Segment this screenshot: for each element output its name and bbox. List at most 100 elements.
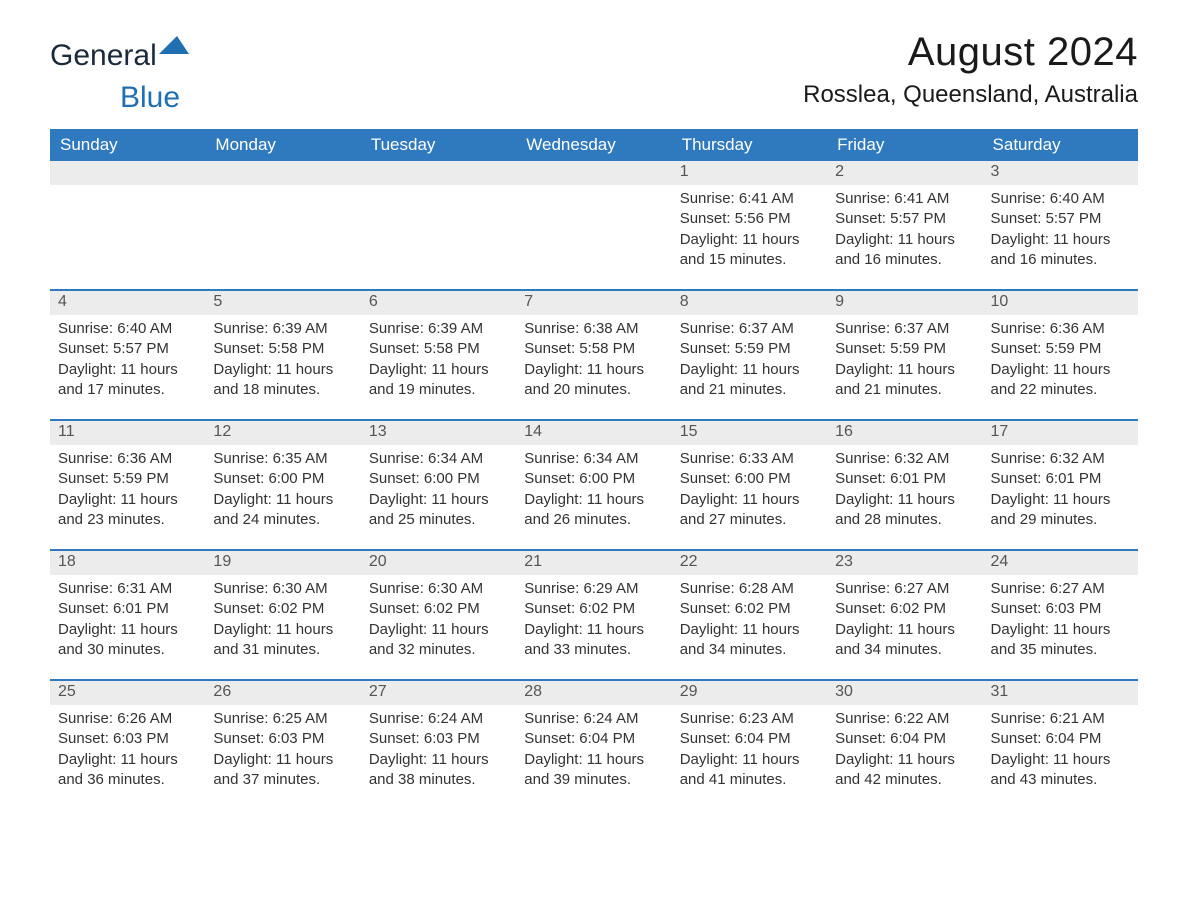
- day-daylight2: and 22 minutes.: [991, 380, 1130, 400]
- day-body: Sunrise: 6:41 AMSunset: 5:56 PMDaylight:…: [672, 185, 827, 278]
- day-daylight1: Daylight: 11 hours: [991, 750, 1130, 770]
- day-body: Sunrise: 6:27 AMSunset: 6:03 PMDaylight:…: [983, 575, 1138, 668]
- day-number: 26: [205, 681, 360, 705]
- day-daylight2: and 31 minutes.: [213, 640, 352, 660]
- day-daylight2: and 17 minutes.: [58, 380, 197, 400]
- day-sunset: Sunset: 6:03 PM: [369, 729, 508, 749]
- weekday-header: Saturday: [983, 129, 1138, 161]
- day-number: 19: [205, 551, 360, 575]
- day-number: 22: [672, 551, 827, 575]
- day-number: 13: [361, 421, 516, 445]
- day-number: 29: [672, 681, 827, 705]
- day-sunset: Sunset: 6:00 PM: [680, 469, 819, 489]
- day-sunrise: Sunrise: 6:41 AM: [680, 189, 819, 209]
- day-daylight1: Daylight: 11 hours: [991, 360, 1130, 380]
- day-cell: 21Sunrise: 6:29 AMSunset: 6:02 PMDayligh…: [516, 551, 671, 679]
- day-daylight1: Daylight: 11 hours: [680, 230, 819, 250]
- day-daylight1: Daylight: 11 hours: [524, 490, 663, 510]
- day-daylight1: Daylight: 11 hours: [835, 620, 974, 640]
- day-cell: 18Sunrise: 6:31 AMSunset: 6:01 PMDayligh…: [50, 551, 205, 679]
- week-row: 25Sunrise: 6:26 AMSunset: 6:03 PMDayligh…: [50, 679, 1138, 809]
- day-daylight1: Daylight: 11 hours: [213, 620, 352, 640]
- day-sunrise: Sunrise: 6:37 AM: [680, 319, 819, 339]
- day-sunrise: Sunrise: 6:23 AM: [680, 709, 819, 729]
- day-daylight1: Daylight: 11 hours: [213, 360, 352, 380]
- day-sunset: Sunset: 6:00 PM: [524, 469, 663, 489]
- day-daylight1: Daylight: 11 hours: [524, 360, 663, 380]
- day-daylight1: Daylight: 11 hours: [835, 490, 974, 510]
- week-row: 18Sunrise: 6:31 AMSunset: 6:01 PMDayligh…: [50, 549, 1138, 679]
- day-body: Sunrise: 6:26 AMSunset: 6:03 PMDaylight:…: [50, 705, 205, 798]
- day-body: Sunrise: 6:31 AMSunset: 6:01 PMDaylight:…: [50, 575, 205, 668]
- day-daylight2: and 18 minutes.: [213, 380, 352, 400]
- day-daylight1: Daylight: 11 hours: [369, 360, 508, 380]
- day-daylight1: Daylight: 11 hours: [991, 490, 1130, 510]
- logo: General: [50, 30, 189, 76]
- day-number: 27: [361, 681, 516, 705]
- day-number: 4: [50, 291, 205, 315]
- day-number: 1: [672, 161, 827, 185]
- day-daylight2: and 25 minutes.: [369, 510, 508, 530]
- day-cell: 8Sunrise: 6:37 AMSunset: 5:59 PMDaylight…: [672, 291, 827, 419]
- day-sunrise: Sunrise: 6:35 AM: [213, 449, 352, 469]
- day-body: Sunrise: 6:24 AMSunset: 6:03 PMDaylight:…: [361, 705, 516, 798]
- day-cell: 13Sunrise: 6:34 AMSunset: 6:00 PMDayligh…: [361, 421, 516, 549]
- day-sunset: Sunset: 6:01 PM: [58, 599, 197, 619]
- day-number: 16: [827, 421, 982, 445]
- day-sunset: Sunset: 6:02 PM: [835, 599, 974, 619]
- day-body: Sunrise: 6:35 AMSunset: 6:00 PMDaylight:…: [205, 445, 360, 538]
- day-daylight2: and 38 minutes.: [369, 770, 508, 790]
- day-cell: 26Sunrise: 6:25 AMSunset: 6:03 PMDayligh…: [205, 681, 360, 809]
- weeks-container: 1Sunrise: 6:41 AMSunset: 5:56 PMDaylight…: [50, 161, 1138, 809]
- day-sunset: Sunset: 6:00 PM: [369, 469, 508, 489]
- day-sunrise: Sunrise: 6:24 AM: [369, 709, 508, 729]
- day-number: 23: [827, 551, 982, 575]
- day-body: Sunrise: 6:28 AMSunset: 6:02 PMDaylight:…: [672, 575, 827, 668]
- day-cell: [361, 161, 516, 289]
- day-sunset: Sunset: 6:04 PM: [835, 729, 974, 749]
- calendar: SundayMondayTuesdayWednesdayThursdayFrid…: [50, 129, 1138, 809]
- day-sunset: Sunset: 6:02 PM: [524, 599, 663, 619]
- day-daylight2: and 33 minutes.: [524, 640, 663, 660]
- day-daylight2: and 20 minutes.: [524, 380, 663, 400]
- day-number: [516, 161, 671, 185]
- day-cell: 10Sunrise: 6:36 AMSunset: 5:59 PMDayligh…: [983, 291, 1138, 419]
- day-sunrise: Sunrise: 6:25 AM: [213, 709, 352, 729]
- day-sunrise: Sunrise: 6:38 AM: [524, 319, 663, 339]
- day-daylight2: and 21 minutes.: [680, 380, 819, 400]
- day-sunset: Sunset: 5:57 PM: [58, 339, 197, 359]
- day-cell: 29Sunrise: 6:23 AMSunset: 6:04 PMDayligh…: [672, 681, 827, 809]
- day-number: 30: [827, 681, 982, 705]
- day-body: [361, 185, 516, 197]
- day-body: Sunrise: 6:41 AMSunset: 5:57 PMDaylight:…: [827, 185, 982, 278]
- day-sunrise: Sunrise: 6:40 AM: [991, 189, 1130, 209]
- day-daylight1: Daylight: 11 hours: [58, 750, 197, 770]
- day-daylight1: Daylight: 11 hours: [369, 620, 508, 640]
- day-body: Sunrise: 6:30 AMSunset: 6:02 PMDaylight:…: [205, 575, 360, 668]
- day-daylight1: Daylight: 11 hours: [58, 360, 197, 380]
- day-sunset: Sunset: 6:04 PM: [524, 729, 663, 749]
- day-sunset: Sunset: 5:58 PM: [213, 339, 352, 359]
- day-body: Sunrise: 6:40 AMSunset: 5:57 PMDaylight:…: [50, 315, 205, 408]
- day-cell: 17Sunrise: 6:32 AMSunset: 6:01 PMDayligh…: [983, 421, 1138, 549]
- day-body: Sunrise: 6:39 AMSunset: 5:58 PMDaylight:…: [205, 315, 360, 408]
- day-daylight1: Daylight: 11 hours: [680, 360, 819, 380]
- weekday-header: Wednesday: [516, 129, 671, 161]
- day-daylight1: Daylight: 11 hours: [680, 620, 819, 640]
- day-body: Sunrise: 6:34 AMSunset: 6:00 PMDaylight:…: [361, 445, 516, 538]
- day-daylight2: and 34 minutes.: [680, 640, 819, 660]
- day-cell: 22Sunrise: 6:28 AMSunset: 6:02 PMDayligh…: [672, 551, 827, 679]
- day-sunrise: Sunrise: 6:41 AM: [835, 189, 974, 209]
- day-daylight1: Daylight: 11 hours: [835, 750, 974, 770]
- day-daylight2: and 23 minutes.: [58, 510, 197, 530]
- day-cell: 19Sunrise: 6:30 AMSunset: 6:02 PMDayligh…: [205, 551, 360, 679]
- location: Rosslea, Queensland, Australia: [803, 81, 1138, 109]
- day-body: Sunrise: 6:38 AMSunset: 5:58 PMDaylight:…: [516, 315, 671, 408]
- day-sunset: Sunset: 6:03 PM: [58, 729, 197, 749]
- logo-text-b: Blue: [120, 81, 180, 115]
- day-cell: 23Sunrise: 6:27 AMSunset: 6:02 PMDayligh…: [827, 551, 982, 679]
- day-number: 24: [983, 551, 1138, 575]
- day-daylight2: and 41 minutes.: [680, 770, 819, 790]
- day-cell: 15Sunrise: 6:33 AMSunset: 6:00 PMDayligh…: [672, 421, 827, 549]
- day-sunrise: Sunrise: 6:37 AM: [835, 319, 974, 339]
